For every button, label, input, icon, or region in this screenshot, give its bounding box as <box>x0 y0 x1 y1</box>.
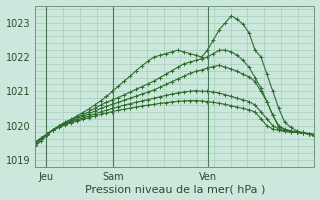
X-axis label: Pression niveau de la mer( hPa ): Pression niveau de la mer( hPa ) <box>84 184 265 194</box>
